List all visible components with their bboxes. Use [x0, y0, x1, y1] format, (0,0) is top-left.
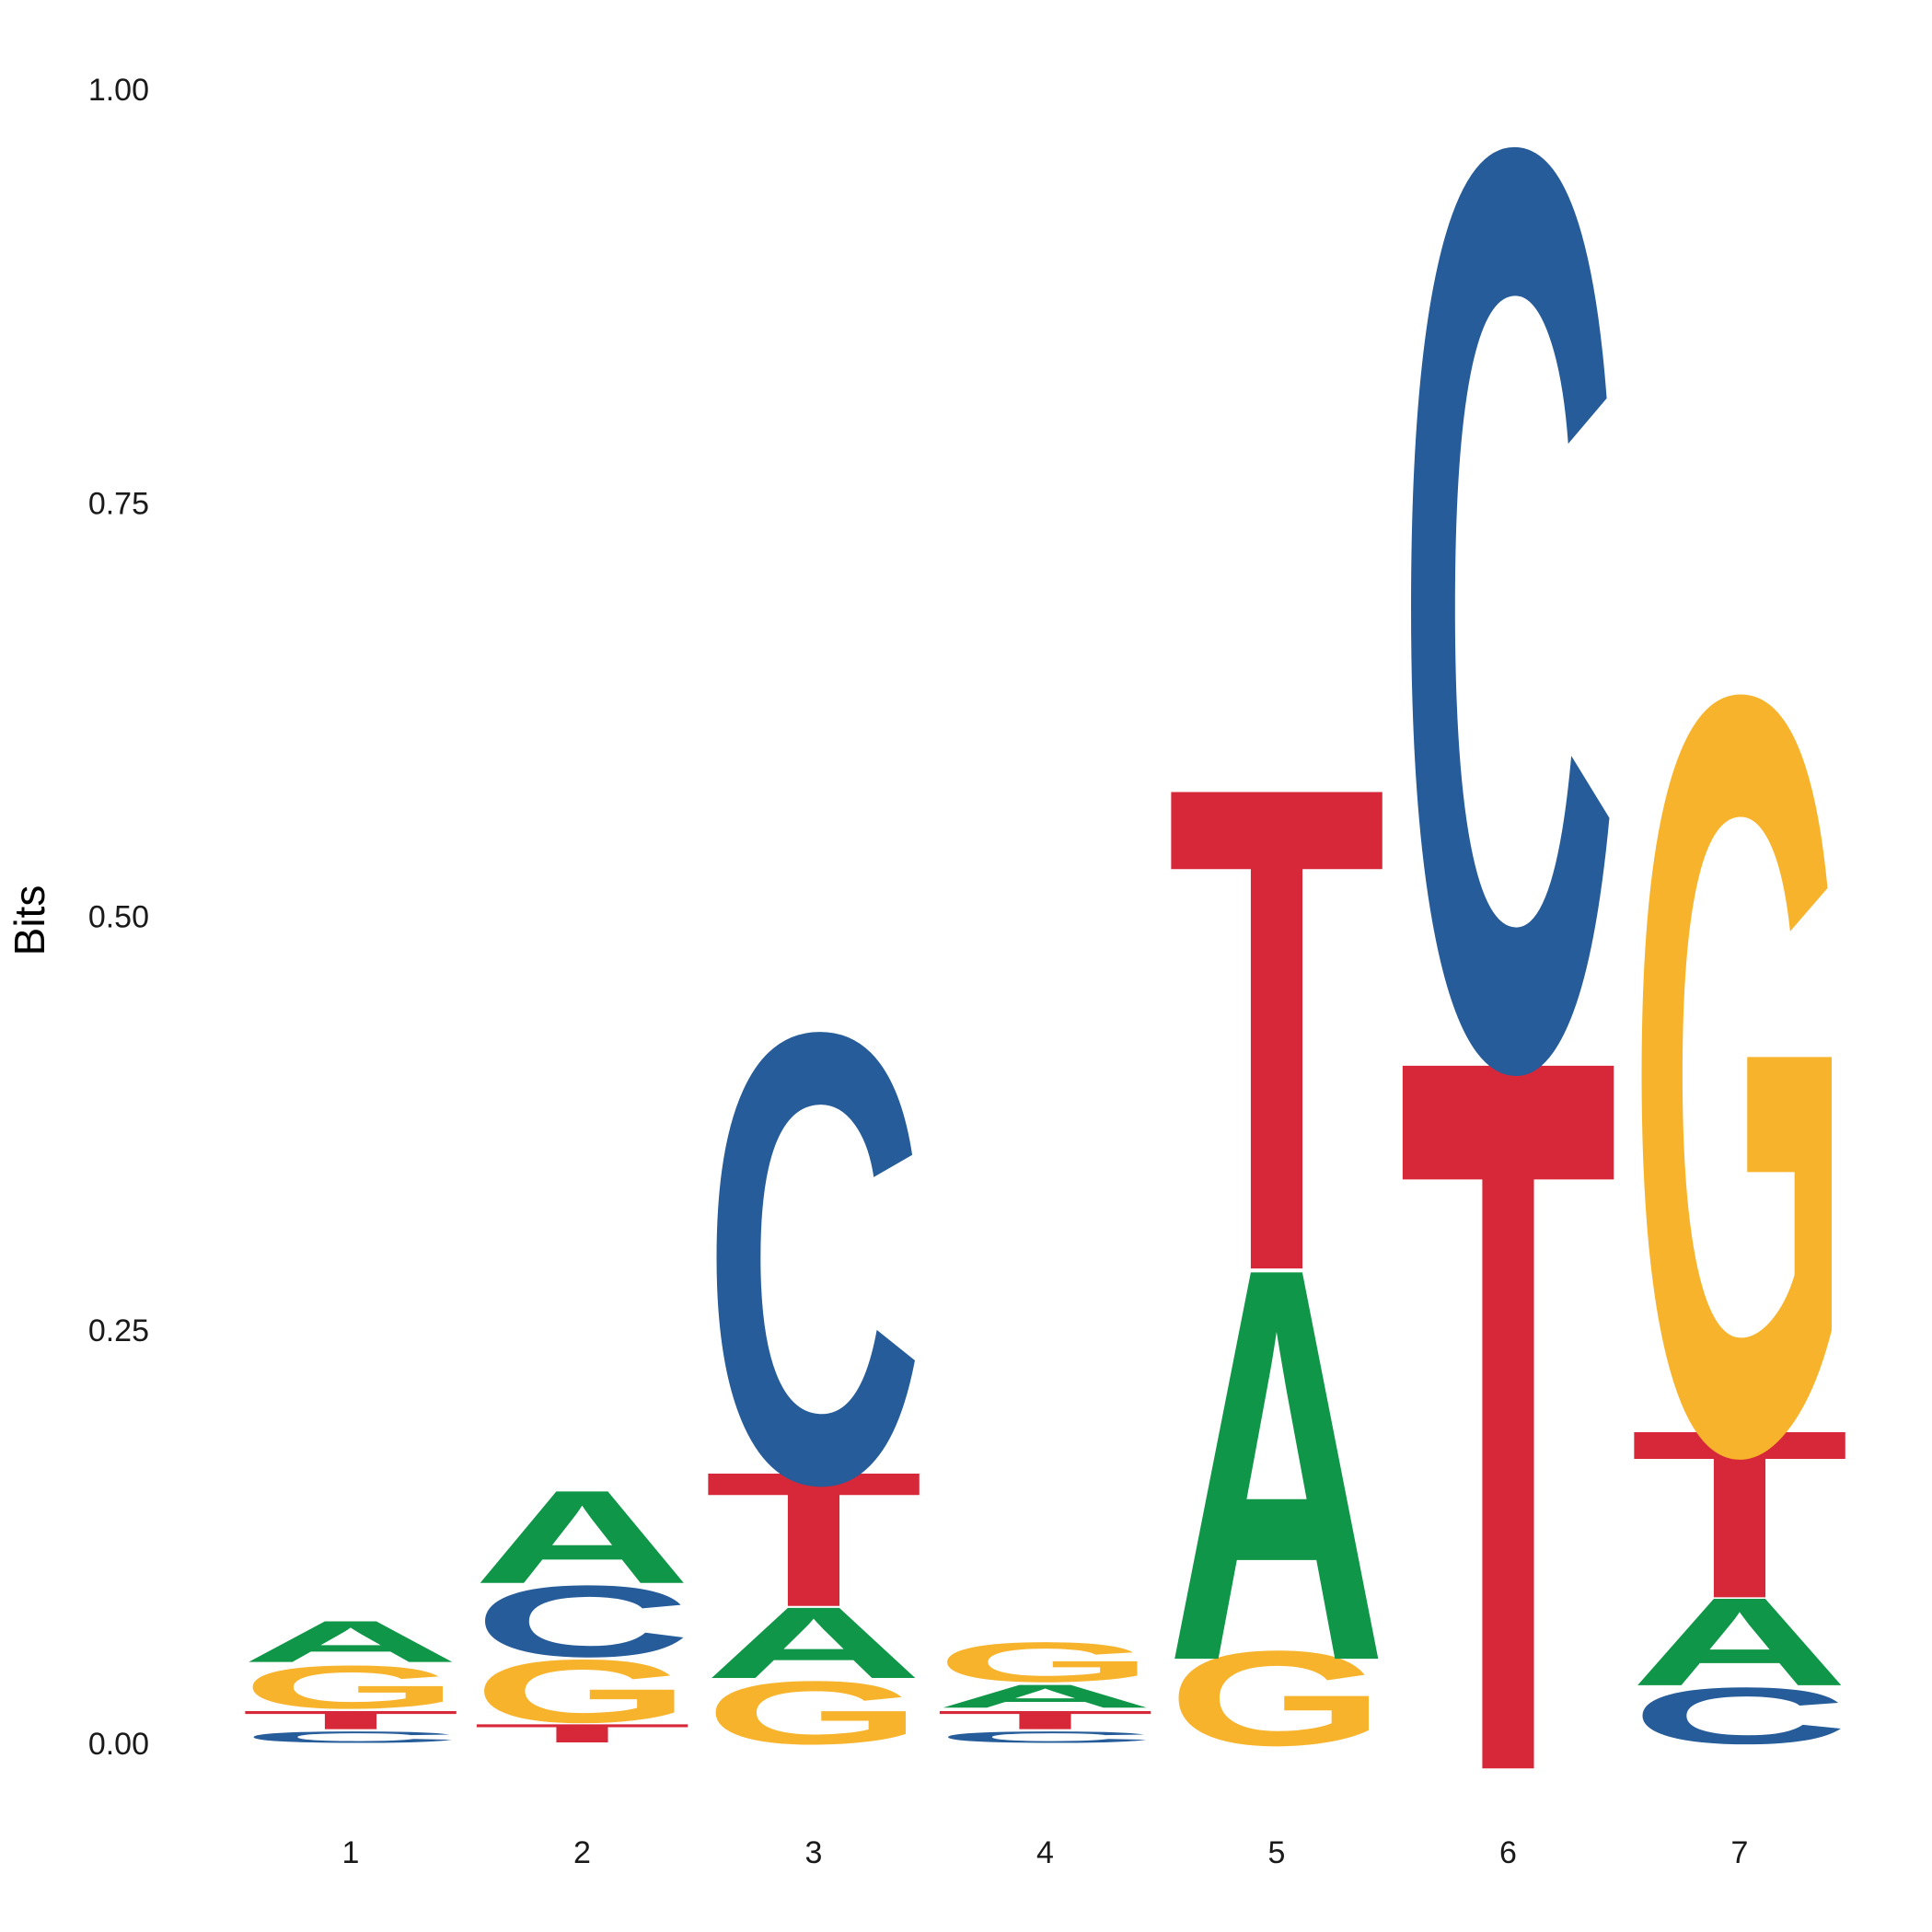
svg-text:T: T: [936, 1706, 1155, 1735]
logo-letter-T: T: [1399, 845, 1618, 1932]
x-tick-label: 6: [1499, 1835, 1517, 1870]
x-tick-label: 7: [1731, 1835, 1749, 1870]
y-tick-label: 1.00: [88, 73, 149, 108]
y-axis-title: Bits: [6, 885, 53, 956]
y-axis: 0.00 0.25 0.50 0.75 1.00: [88, 73, 149, 1762]
svg-text:A: A: [936, 1678, 1155, 1715]
svg-text:C: C: [1630, 1672, 1849, 1762]
svg-text:C: C: [704, 899, 923, 1617]
svg-text:T: T: [1167, 642, 1386, 1415]
x-tick-label: 3: [805, 1835, 823, 1870]
svg-text:C: C: [936, 1729, 1155, 1747]
y-tick-label: 0.75: [88, 486, 149, 521]
logo-letter-T: T: [1630, 1381, 1849, 1649]
y-tick-label: 0.25: [88, 1313, 149, 1348]
x-axis: 1 2 3 4 5 6 7: [342, 1835, 1749, 1870]
logo-letter-A: A: [1630, 1572, 1849, 1712]
x-tick-label: 5: [1268, 1835, 1286, 1870]
svg-text:A: A: [473, 1463, 692, 1611]
logo-letter-T: T: [1167, 642, 1386, 1415]
logo-letter-A: A: [704, 1586, 923, 1700]
logo-letter-G: G: [241, 1653, 460, 1721]
svg-text:A: A: [1167, 1151, 1386, 1778]
y-tick-label: 0.50: [88, 900, 149, 935]
svg-text:G: G: [1630, 470, 1849, 1678]
svg-text:G: G: [936, 1630, 1155, 1694]
logo-letter-T: T: [936, 1706, 1155, 1735]
svg-text:A: A: [1630, 1572, 1849, 1712]
logo-letter-A: A: [473, 1463, 692, 1611]
x-tick-label: 2: [573, 1835, 591, 1870]
logo-letter-C: C: [241, 1729, 460, 1747]
logo-letter-A: A: [1167, 1151, 1386, 1778]
logo-letter-C: C: [1630, 1672, 1849, 1762]
svg-text:A: A: [704, 1586, 923, 1700]
svg-text:T: T: [704, 1432, 923, 1647]
logo-letter-C: C: [1399, 0, 1618, 1342]
y-tick-label: 0.00: [88, 1727, 149, 1762]
logo-letter-C: C: [704, 899, 923, 1617]
logo-letter-G: G: [1630, 470, 1849, 1678]
svg-text:C: C: [473, 1565, 692, 1679]
logo-letter-T: T: [241, 1706, 460, 1735]
logo-letter-T: T: [473, 1718, 692, 1748]
logo-letter-C: C: [936, 1729, 1155, 1747]
svg-text:T: T: [1399, 845, 1618, 1932]
logo-letter-G: G: [1167, 1623, 1386, 1774]
logo-letter-A: A: [241, 1609, 460, 1675]
x-tick-label: 1: [342, 1835, 360, 1870]
svg-text:T: T: [473, 1718, 692, 1748]
svg-text:G: G: [473, 1641, 692, 1741]
x-tick-label: 4: [1036, 1835, 1054, 1870]
svg-text:A: A: [241, 1609, 460, 1675]
svg-text:C: C: [241, 1729, 460, 1747]
logo-letter-G: G: [704, 1662, 923, 1763]
svg-text:G: G: [704, 1662, 923, 1763]
logo-letter-T: T: [704, 1432, 923, 1647]
svg-text:G: G: [241, 1653, 460, 1721]
logo-letter-C: C: [473, 1565, 692, 1679]
svg-text:T: T: [1630, 1381, 1849, 1649]
svg-text:T: T: [241, 1706, 460, 1735]
svg-text:G: G: [1167, 1623, 1386, 1774]
logo-letter-G: G: [473, 1641, 692, 1741]
svg-text:C: C: [1399, 0, 1618, 1342]
logo-letter-G: G: [936, 1630, 1155, 1694]
logo-letter-A: A: [936, 1678, 1155, 1715]
